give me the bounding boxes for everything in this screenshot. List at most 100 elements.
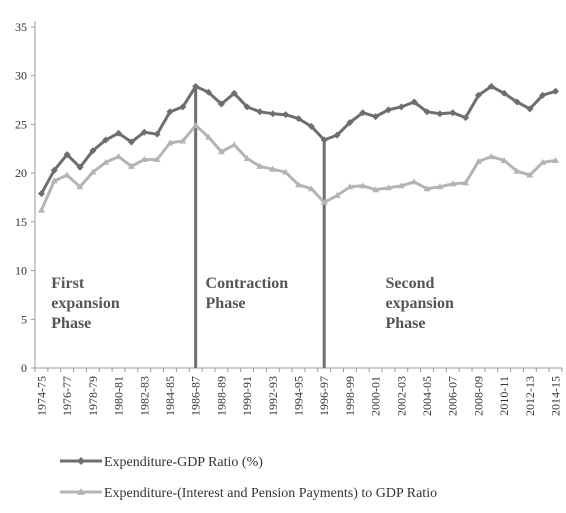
data-point <box>230 141 238 148</box>
data-point <box>37 190 45 198</box>
data-point <box>552 156 560 163</box>
x-tick-label: 1974-75 <box>34 376 48 416</box>
data-point <box>487 153 495 160</box>
data-point <box>462 179 470 186</box>
legend-label: Expenditure-GDP Ratio (%) <box>104 455 263 470</box>
phase-annotation-2: Contraction Phase <box>206 275 289 312</box>
data-point <box>153 130 161 138</box>
phase-annotation-line: Phase <box>206 295 246 312</box>
phase-annotation-3: Second expansion Phase <box>385 275 454 332</box>
data-point <box>372 113 380 121</box>
data-point <box>410 178 418 185</box>
x-tick-label: 1976-77 <box>60 376 74 416</box>
data-point <box>76 183 84 190</box>
data-point <box>166 139 174 146</box>
series-1 <box>37 82 560 198</box>
data-point <box>487 82 495 90</box>
data-point <box>153 156 161 163</box>
data-point <box>192 121 200 128</box>
data-point <box>243 103 251 111</box>
y-tick-label: 0 <box>21 361 27 375</box>
data-point <box>269 165 277 172</box>
legend-marker <box>77 488 85 495</box>
x-tick-label: 2006-07 <box>446 376 460 416</box>
data-point <box>333 131 341 139</box>
data-point <box>500 156 508 163</box>
data-point <box>320 198 328 205</box>
y-tick-label: 35 <box>15 20 27 34</box>
phase-annotation-line: Contraction <box>206 275 289 292</box>
phase-annotation-line: Phase <box>385 315 425 332</box>
data-point <box>192 82 200 90</box>
phase-annotation-line: Phase <box>51 315 91 332</box>
data-point <box>346 118 354 126</box>
phase-annotation-line: expansion <box>51 295 120 312</box>
data-point <box>449 180 457 187</box>
phase-annotation-line: Second <box>385 275 434 292</box>
data-point <box>410 98 418 106</box>
x-tick-label: 2008-09 <box>471 376 485 416</box>
data-point <box>359 109 367 117</box>
data-point <box>513 98 521 106</box>
data-point <box>282 111 290 119</box>
data-point <box>539 158 547 165</box>
data-point <box>89 147 97 155</box>
data-point <box>462 114 470 122</box>
data-point <box>500 89 508 97</box>
legend-item-1: Expenditure-GDP Ratio (%) <box>60 455 263 470</box>
x-tick-label: 1998-99 <box>343 376 357 416</box>
data-point <box>423 185 431 192</box>
data-point <box>37 206 45 213</box>
data-point <box>474 91 482 99</box>
x-tick-label: 1990-91 <box>240 376 254 416</box>
series-line <box>40 84 557 195</box>
x-tick-label: 1982-83 <box>137 376 151 416</box>
data-point <box>115 129 123 137</box>
data-point <box>269 110 277 118</box>
x-tick-label: 2014-15 <box>549 376 563 416</box>
data-point <box>307 185 315 192</box>
data-point <box>217 100 225 108</box>
data-point <box>179 103 187 111</box>
y-tick-label: 20 <box>15 166 27 180</box>
x-tick-label: 1994-95 <box>292 376 306 416</box>
data-point <box>449 109 457 117</box>
x-tick-label: 1992-93 <box>266 376 280 416</box>
data-point <box>320 136 328 144</box>
data-point <box>436 110 444 118</box>
data-point <box>127 138 135 146</box>
data-point <box>63 171 71 178</box>
x-tick-label: 1988-89 <box>214 376 228 416</box>
data-point <box>243 155 251 162</box>
x-tick-label: 2002-03 <box>394 376 408 416</box>
data-point <box>539 91 547 99</box>
series-lines <box>37 82 560 213</box>
data-point <box>205 88 213 96</box>
data-point <box>76 163 84 171</box>
phase-annotation-1: First expansion Phase <box>51 275 120 332</box>
data-point <box>140 156 148 163</box>
data-point <box>230 89 238 97</box>
data-point <box>307 122 315 130</box>
x-tick-label: 2004-05 <box>420 376 434 416</box>
data-point <box>179 137 187 144</box>
data-point <box>526 171 534 178</box>
data-point <box>513 167 521 174</box>
phase-divider-lines <box>194 86 326 368</box>
data-point <box>436 183 444 190</box>
data-point <box>50 177 58 184</box>
data-point <box>359 182 367 189</box>
x-tick-label: 1996-97 <box>317 376 331 416</box>
data-point <box>50 166 58 174</box>
x-tick-label: 1978-79 <box>86 376 100 416</box>
data-point <box>102 136 110 144</box>
data-point <box>397 182 405 189</box>
data-point <box>384 106 392 114</box>
data-point <box>217 148 225 155</box>
legend: Expenditure-GDP Ratio (%) Expenditure-(In… <box>60 455 437 501</box>
x-tick-label: 1980-81 <box>112 376 126 416</box>
legend-label: Expenditure-(Interest and Pension Paymen… <box>104 486 437 501</box>
